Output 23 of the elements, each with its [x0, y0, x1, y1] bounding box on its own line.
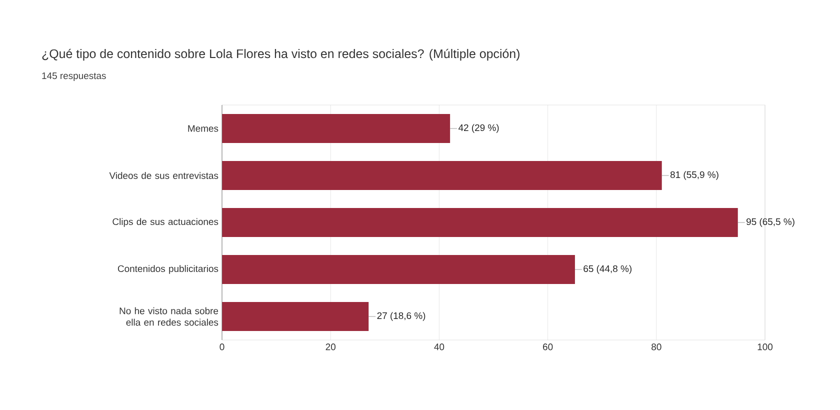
y-tick-label: Contenidos publicitarios — [118, 265, 218, 274]
bar — [222, 302, 369, 332]
y-tick-label: No he visto nada sobre ella en redes sociales — [120, 307, 218, 326]
bar — [222, 255, 575, 284]
x-tick-label: 60 — [543, 344, 553, 350]
data-label: 42 (29 %) — [458, 124, 499, 133]
data-label: 65 (44,8 %) — [584, 265, 632, 274]
bar — [222, 208, 738, 238]
x-tick-label: 20 — [326, 344, 336, 350]
data-label: 81 (55,9 %) — [670, 171, 718, 180]
bar — [222, 114, 450, 144]
y-tick-label: Memes — [188, 125, 218, 132]
x-tick-label: 40 — [434, 344, 444, 350]
y-tick-label: Clips de sus actuaciones — [112, 218, 218, 227]
x-tick-label: 100 — [758, 344, 773, 350]
y-tick-label: Videos de sus entrevistas — [109, 172, 218, 179]
chart-title: ¿Qué tipo de contenido sobre Lola Flores ha visto en redes sociales? (Múltiple opción) — [42, 48, 520, 61]
data-label: 95 (65,5 %) — [746, 218, 794, 227]
text: 145 respuestas — [42, 72, 106, 81]
data-label: 27 (18,6 %) — [377, 312, 426, 321]
x-tick-label: 80 — [652, 344, 662, 350]
x-tick-label: 0 — [220, 344, 224, 350]
bar — [222, 161, 662, 190]
